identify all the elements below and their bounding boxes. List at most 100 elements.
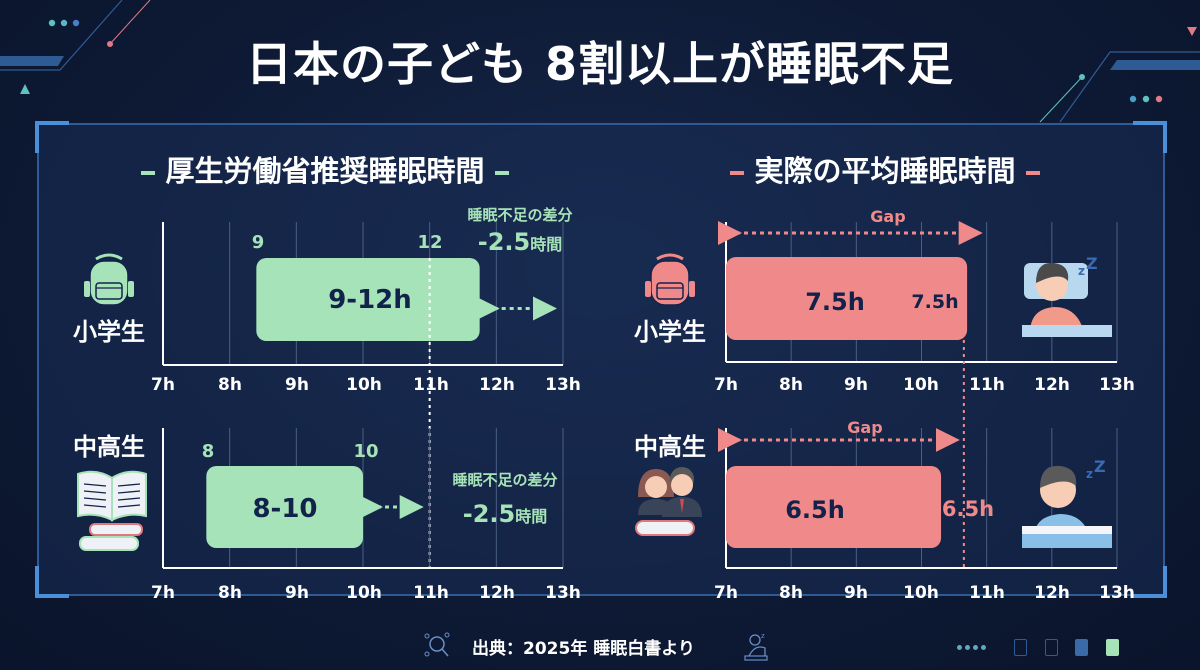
bar-value-label: 9-12h: [328, 285, 412, 315]
group-label-elementary: 小学生: [73, 318, 145, 346]
decor-circuit-right: [1039, 27, 1200, 123]
chart-left-secondary: [162, 428, 564, 569]
bar-start-label: 8: [202, 441, 215, 462]
backpack-icon: [84, 253, 134, 306]
dash-icon: [141, 171, 156, 175]
svg-text:z: z: [761, 632, 765, 640]
tick-label: 7h: [151, 375, 175, 395]
decor-circuit-left: [0, 0, 151, 94]
dash-icon: [494, 171, 509, 175]
x-axis-left-top: 7h 8h 9h 10h 11h 12h 13h: [151, 375, 581, 395]
sleeping-child-icon: z Z: [1022, 254, 1112, 337]
tick-label: 10h: [346, 375, 382, 395]
panel-corner-bl-v: [35, 566, 39, 598]
deficit-number: -2.5: [463, 500, 515, 528]
tick-label: 9h: [844, 375, 868, 395]
chart-left-elementary: [162, 222, 564, 568]
page-indicator[interactable]: [1014, 639, 1027, 656]
right-section-title: 実際の平均睡眠時間: [700, 148, 1070, 190]
tick-label: 12h: [479, 375, 515, 395]
tick-label: 11h: [413, 375, 449, 395]
panel-corner-tr-v: [1163, 121, 1167, 153]
tick-label: 8h: [779, 375, 803, 395]
left-section-title: 厚生労働省推奨睡眠時間: [110, 148, 540, 190]
page-indicator[interactable]: [1045, 639, 1058, 656]
bar-start-label: 9: [252, 232, 265, 253]
bar-value-label: 6.5h: [785, 496, 845, 524]
gap-label: Gap: [870, 207, 905, 226]
deficit-value: -2.5時間: [463, 500, 548, 528]
tick-label: 12h: [479, 583, 515, 603]
x-axis-right-top: 7h 8h 9h 10h 11h 12h 13h: [714, 375, 1135, 395]
tick-label: 12h: [1034, 583, 1070, 603]
deficit-unit: 時間: [530, 235, 562, 254]
tick-label: 13h: [1099, 375, 1135, 395]
panel-corner-br-v: [1163, 566, 1167, 598]
tick-label: 13h: [1099, 583, 1135, 603]
svg-text:z: z: [1078, 264, 1085, 278]
tick-label: 13h: [545, 583, 581, 603]
svg-text:Z: Z: [1094, 457, 1106, 476]
bar: [256, 258, 480, 341]
deficit-label: 睡眠不足の差分: [452, 471, 557, 489]
x-axis-left-bottom: 7h 8h 9h 10h 11h 12h 13h: [151, 583, 581, 603]
bar: [206, 466, 363, 548]
tick-label: 9h: [285, 583, 309, 603]
tick-label: 10h: [903, 375, 939, 395]
tick-label: 11h: [413, 583, 449, 603]
tick-label: 7h: [714, 583, 738, 603]
bar-value-label: 7.5h: [805, 288, 865, 316]
panel-corner-tr: [1133, 121, 1167, 125]
bar-side-label: 7.5h: [911, 291, 958, 313]
tick-label: 8h: [218, 375, 242, 395]
page-title: 日本の子ども 8割以上が睡眠不足: [245, 37, 955, 91]
group-label-elementary: 小学生: [634, 318, 706, 346]
tick-label: 8h: [218, 583, 242, 603]
tick-label: 7h: [714, 375, 738, 395]
panel-corner-tl-v: [35, 121, 39, 153]
tick-label: 10h: [903, 583, 939, 603]
tick-label: 12h: [1034, 375, 1070, 395]
panel-corner-tl: [35, 121, 69, 125]
bar-end-label: 12: [417, 232, 442, 253]
books-icon: [77, 470, 147, 551]
chart-right-elementary: [718, 221, 1118, 568]
tick-label: 10h: [346, 583, 382, 603]
tick-label: 11h: [969, 375, 1005, 395]
panel-corner-br: [1133, 594, 1167, 598]
right-section-title-text: 実際の平均睡眠時間: [754, 154, 1016, 188]
tick-label: 9h: [844, 583, 868, 603]
deficit-unit: 時間: [515, 507, 547, 526]
group-label-secondary: 中高生: [73, 433, 145, 461]
tick-label: 7h: [151, 583, 175, 603]
gap-label: Gap: [847, 418, 882, 437]
x-axis-right-bottom: 7h 8h 9h 10h 11h 12h 13h: [714, 583, 1135, 603]
bar: [726, 466, 942, 548]
sleeping-child-icon: z Z: [1022, 457, 1112, 548]
panel-corner-bl: [35, 594, 69, 598]
bar-end-label: 10: [353, 441, 378, 462]
source-caption: 出典：2025年 睡眠白書より: [472, 639, 695, 659]
students-icon: [635, 467, 702, 536]
sleeping-person-icon: z: [744, 632, 768, 661]
tick-label: 13h: [545, 375, 581, 395]
deficit-value: -2.5時間: [478, 228, 563, 256]
group-label-secondary: 中高生: [634, 433, 706, 461]
bar: [726, 257, 968, 340]
svg-text:Z: Z: [1086, 254, 1098, 273]
bar-side-label: 6.5h: [942, 497, 994, 521]
left-section-title-text: 厚生労働省推奨睡眠時間: [165, 154, 485, 188]
deficit-number: -2.5: [478, 228, 530, 256]
deficit-label: 睡眠不足の差分: [467, 206, 572, 224]
tick-label: 8h: [779, 583, 803, 603]
tick-label: 11h: [969, 583, 1005, 603]
page-indicator-active[interactable]: [1106, 639, 1119, 656]
dash-icon: [730, 171, 745, 175]
page-indicator[interactable]: [1075, 639, 1088, 656]
tick-label: 9h: [285, 375, 309, 395]
bar-value-label: 8-10: [252, 494, 317, 524]
svg-text:z: z: [1086, 467, 1093, 481]
dash-icon: [1025, 171, 1040, 175]
backpack-icon: [645, 253, 695, 306]
